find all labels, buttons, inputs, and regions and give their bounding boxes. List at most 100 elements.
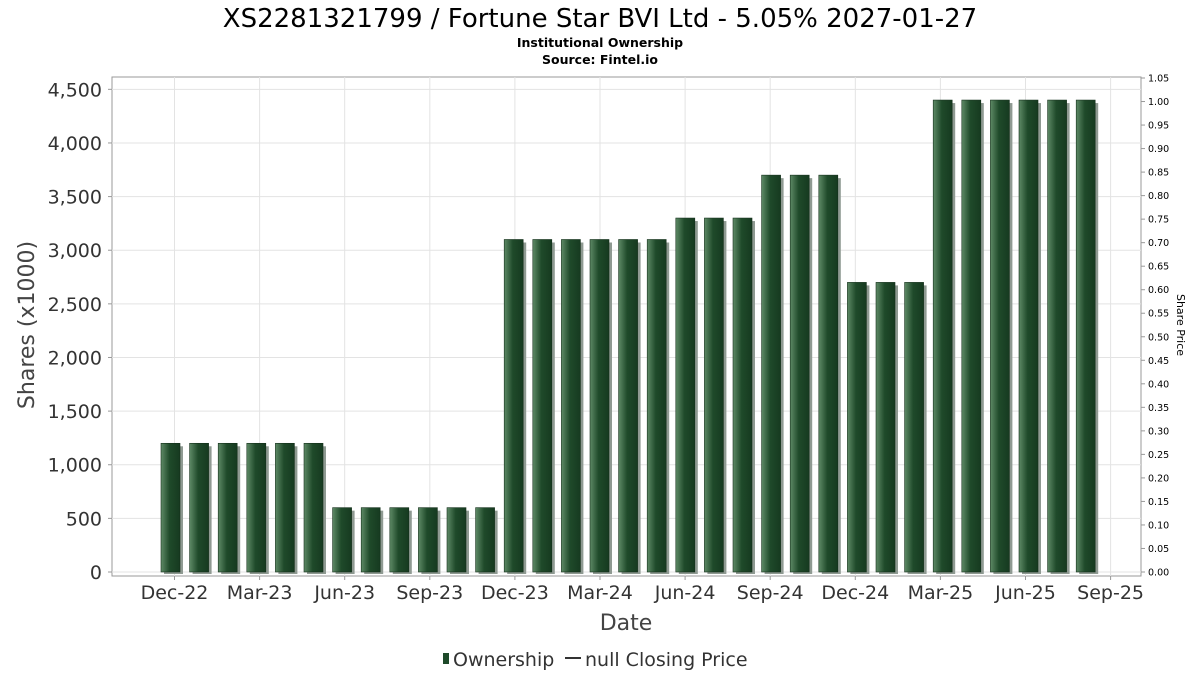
bar-rect <box>1075 99 1096 573</box>
bar <box>589 239 612 574</box>
y2-tick-label: 0.65 <box>1148 262 1169 273</box>
bar <box>675 217 698 575</box>
y-axis: 0 500 1,000 1,500 2,000 2,500 3,000 3,500 4,000 4… <box>48 79 112 584</box>
bar-rect <box>618 239 638 573</box>
y-tick-label: 500 <box>66 508 102 530</box>
x-tick-label: Dec-24 <box>821 582 889 604</box>
bar-rect <box>847 282 867 573</box>
bar <box>503 239 527 574</box>
chart-title: XS2281321799 / Fortune Star BVI Ltd - 5.… <box>223 4 977 34</box>
y2-tick-label: 0.50 <box>1148 332 1169 343</box>
bar-rect <box>704 217 724 573</box>
bar <box>561 239 584 574</box>
x-tick-label: Mar-25 <box>908 582 974 604</box>
bar-rect <box>732 217 753 573</box>
bar <box>618 239 641 574</box>
y-axis-label: Shares (x1000) <box>15 241 40 409</box>
legend: Ownership null Closing Price <box>443 649 748 671</box>
x-tick-label: Sep-24 <box>737 582 804 604</box>
y-tick-label: 2,500 <box>48 294 102 316</box>
y2-axis-label: Share Price <box>1174 294 1187 356</box>
bar <box>160 442 183 574</box>
chart-subtitle: Institutional Ownership <box>517 35 683 50</box>
y-tick-label: 4,500 <box>48 79 102 101</box>
bar <box>246 442 269 574</box>
bar <box>932 99 956 574</box>
bar <box>704 217 727 575</box>
bar-rect <box>160 442 181 573</box>
bar-rect <box>589 239 610 573</box>
bar-rect <box>904 282 924 573</box>
bar <box>961 99 984 574</box>
y-tick-label: 1,500 <box>48 401 102 423</box>
bar-rect <box>503 239 524 573</box>
bar <box>332 507 355 574</box>
x-tick-label: Dec-23 <box>481 582 549 604</box>
bar-rect <box>303 442 324 573</box>
y2-tick-label: 0.55 <box>1148 309 1169 320</box>
legend-price-label: null Closing Price <box>585 649 748 671</box>
bar <box>904 282 927 574</box>
y2-tick-label: 0.30 <box>1148 426 1169 437</box>
x-tick-label: Mar-24 <box>567 582 633 604</box>
bar-rect <box>246 442 267 573</box>
bar <box>818 174 841 574</box>
bar <box>475 507 498 574</box>
legend-ownership-swatch <box>443 653 449 664</box>
bar <box>761 174 784 574</box>
y2-tick-label: 0.90 <box>1148 144 1169 155</box>
bar <box>360 507 384 574</box>
bar <box>389 507 412 574</box>
x-axis-label: Date <box>600 611 653 636</box>
bar-rect <box>961 99 982 573</box>
y2-tick-label: 0.60 <box>1148 285 1169 296</box>
x-tick-label: Jun-25 <box>994 582 1056 604</box>
bar <box>217 442 241 574</box>
bar <box>646 239 670 574</box>
bar <box>532 239 555 574</box>
bar-rect <box>561 239 581 573</box>
bar-rect <box>532 239 553 573</box>
y-tick-label: 3,500 <box>48 187 102 209</box>
bar-rect <box>646 239 667 573</box>
bar <box>847 282 870 574</box>
bar-rect <box>217 442 238 573</box>
x-tick-label: Jun-23 <box>313 582 375 604</box>
y2-tick-label: 0.05 <box>1148 544 1169 555</box>
bar <box>189 442 212 574</box>
bar-rect <box>990 99 1010 573</box>
y-tick-label: 3,000 <box>48 240 102 262</box>
y2-tick-label: 1.05 <box>1148 74 1169 85</box>
bar-rect <box>932 99 953 573</box>
bar <box>875 282 898 574</box>
bars <box>160 99 1099 575</box>
y2-tick-label: 0.25 <box>1148 450 1169 461</box>
y2-tick-label: 0.35 <box>1148 403 1169 414</box>
y2-tick-label: 0.10 <box>1148 520 1169 531</box>
bar-rect <box>189 442 209 573</box>
bar <box>789 174 813 574</box>
plot-area <box>111 76 1142 577</box>
chart-source: Source: Fintel.io <box>542 52 658 67</box>
y2-tick-label: 0.15 <box>1148 497 1169 508</box>
y2-tick-label: 0.75 <box>1148 215 1169 226</box>
y-tick-label: 2,000 <box>48 347 102 369</box>
bar <box>990 99 1013 574</box>
y-tick-label: 0 <box>90 562 102 584</box>
bar <box>732 217 755 575</box>
y2-tick-label: 0.45 <box>1148 356 1169 367</box>
y2-tick-label: 0.80 <box>1148 191 1169 202</box>
y2-tick-label: 1.00 <box>1148 97 1169 108</box>
y2-axis: 0.00 0.05 0.10 0.15 0.20 0.25 0.30 0.35 0.40 0.45… <box>1141 74 1169 579</box>
y2-tick-label: 0.85 <box>1148 168 1169 179</box>
x-tick-label: Jun-24 <box>654 582 716 604</box>
bar-rect <box>818 174 839 573</box>
bar-rect <box>275 442 295 573</box>
bar <box>303 442 326 574</box>
bar-rect <box>389 507 410 573</box>
y2-tick-label: 0.00 <box>1148 568 1169 579</box>
bar-rect <box>675 217 696 573</box>
bar <box>446 507 469 574</box>
x-axis: Dec-22 Mar-23 Jun-23 Sep-23 Dec-23 Mar-24 Jun-… <box>141 576 1144 604</box>
